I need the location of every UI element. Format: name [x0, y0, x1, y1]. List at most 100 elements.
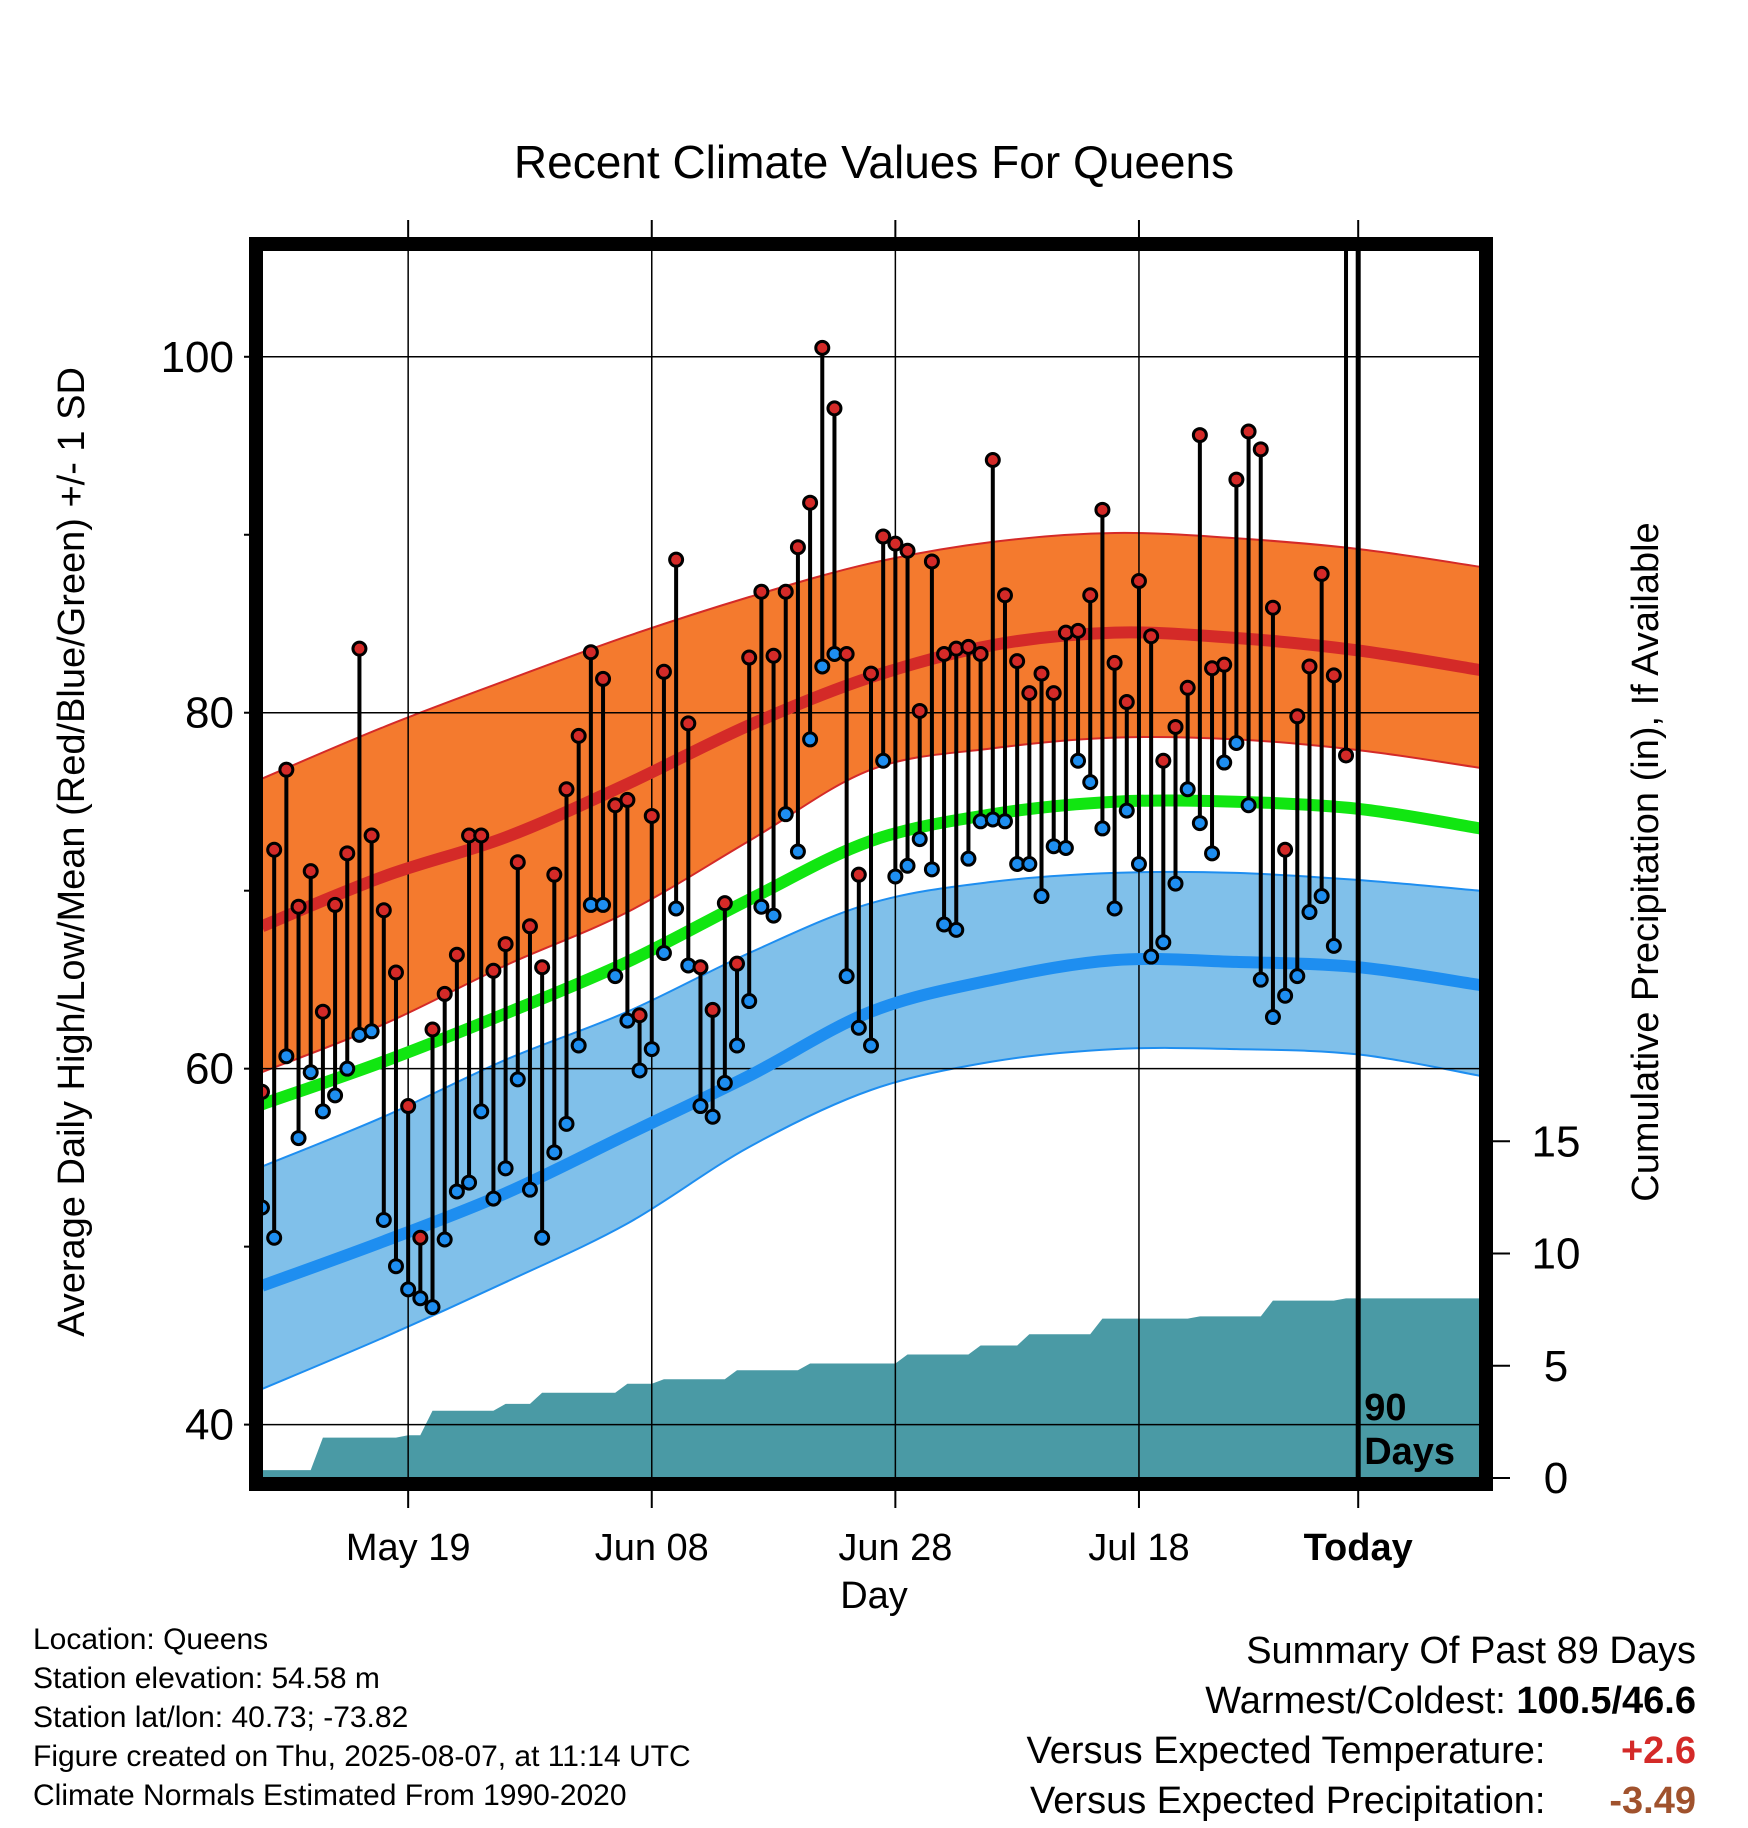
daily-high-point [1240, 423, 1257, 440]
daily-high-point [972, 645, 989, 662]
y2-tick-label: 15 [1532, 1117, 1581, 1166]
daily-high-point [1094, 501, 1111, 518]
daily-high-point [1021, 685, 1038, 702]
daily-low-point [278, 1048, 295, 1065]
y-tick-label: 80 [185, 689, 234, 738]
daily-low-point [863, 1037, 879, 1054]
daily-low-point [765, 907, 782, 924]
daily-high-point [741, 649, 758, 666]
daily-low-point [729, 1037, 746, 1054]
daily-high-point [814, 339, 831, 356]
daily-low-point [1130, 856, 1147, 872]
daily-high-point [887, 535, 904, 552]
daily-high-point [1118, 694, 1135, 711]
daily-low-point [363, 1023, 380, 1040]
latlon-text: Station lat/lon: 40.73; -73.82 [33, 1701, 409, 1734]
summary-heading: Summary Of Past 89 Days [1246, 1630, 1696, 1672]
plot-area [262, 250, 1480, 1478]
daily-low-point [960, 850, 977, 867]
daily-low-point [753, 898, 770, 915]
daily-low-point [1264, 1009, 1281, 1026]
daily-low-point [814, 658, 831, 675]
daily-high-point [509, 854, 526, 871]
y-axis-label: Average Daily High/Low/Mean (Red/Blue/Gr… [51, 367, 93, 1337]
daily-low-point [375, 1211, 392, 1228]
x-tick-label: May 19 [346, 1527, 471, 1569]
daily-high-point [302, 863, 319, 880]
daily-low-point [412, 1290, 429, 1307]
daily-low-point [996, 813, 1013, 830]
daily-low-point [1277, 987, 1294, 1004]
daily-low-point [1082, 774, 1099, 791]
daily-low-point [1179, 781, 1196, 798]
x-tick-label: Today [1304, 1527, 1413, 1569]
daily-high-point [1106, 654, 1123, 671]
daily-high-point [643, 807, 660, 824]
daily-low-point [777, 806, 794, 823]
daily-high-point [262, 1083, 270, 1100]
precip-anomaly-value: -3.49 [1609, 1780, 1696, 1822]
daily-high-point [473, 827, 490, 844]
daily-high-point [1252, 441, 1269, 458]
daily-high-point [290, 898, 307, 915]
daily-high-point [387, 964, 404, 981]
daily-low-point [838, 968, 855, 985]
daily-low-point [1094, 820, 1111, 837]
x-axis-label: Day [840, 1575, 908, 1617]
daily-high-point [1033, 665, 1050, 682]
y2-tick-label: 10 [1532, 1230, 1581, 1279]
daily-high-point [960, 638, 977, 655]
daily-low-point [497, 1160, 514, 1177]
warm-cold-label: Warmest/Coldest: [1205, 1680, 1506, 1722]
y2-tick-label: 5 [1544, 1342, 1568, 1391]
y-tick-label: 100 [161, 333, 234, 382]
precip-anomaly-label: Versus Expected Precipitation: [1030, 1780, 1546, 1822]
daily-low-point [461, 1174, 478, 1191]
daily-high-point [521, 918, 538, 935]
daily-high-point [789, 539, 806, 556]
elevation-text: Station elevation: 54.58 m [33, 1662, 380, 1695]
daily-low-point [1070, 752, 1087, 769]
daily-low-point [262, 1199, 270, 1216]
daily-high-point [314, 1003, 331, 1020]
chart-title: Recent Climate Values For Queens [514, 136, 1234, 188]
daily-low-point [558, 1115, 575, 1132]
y2-axis-label: Cumulative Precipitation (in), If Availa… [1625, 522, 1667, 1201]
daily-low-point [923, 861, 940, 878]
daily-high-point [1301, 658, 1318, 675]
daily-high-point [1167, 718, 1184, 735]
daily-high-point [765, 647, 782, 664]
daily-low-point [1155, 934, 1172, 951]
daily-low-point [1228, 734, 1245, 751]
daily-low-point [716, 1074, 733, 1091]
daily-low-point [631, 1062, 648, 1079]
daily-high-point [911, 702, 928, 719]
daily-high-point [802, 494, 819, 511]
daily-high-point [436, 985, 453, 1002]
warm-cold-row: Warmest/Coldest: 100.5/46.6 [796, 1676, 1696, 1726]
daily-low-point [485, 1190, 502, 1207]
daily-high-point [863, 665, 879, 682]
daily-low-point [290, 1130, 307, 1147]
normals-text: Climate Normals Estimated From 1990-2020 [33, 1779, 627, 1812]
daily-high-point [1143, 628, 1160, 645]
daily-high-point [984, 452, 1001, 469]
daily-high-point [351, 640, 368, 657]
daily-high-point [363, 827, 380, 844]
daily-low-point [1216, 754, 1233, 771]
daily-high-point [1338, 747, 1355, 764]
daily-low-point [509, 1071, 526, 1088]
daily-low-point [887, 868, 904, 885]
temp-anomaly-row: Versus Expected Temperature: +2.6 [796, 1726, 1696, 1776]
summary-panel: Summary Of Past 89 Days Warmest/Coldest:… [796, 1626, 1696, 1826]
location-text: Location: Queens [33, 1623, 269, 1656]
daily-low-point [1033, 888, 1050, 905]
daily-high-point [996, 587, 1013, 604]
x-tick-label: Jun 28 [838, 1527, 952, 1569]
daily-low-point [911, 831, 928, 848]
daily-low-point [1143, 948, 1160, 965]
daily-high-point [327, 896, 344, 913]
daily-high-point [704, 1001, 721, 1018]
daily-high-point [729, 955, 746, 972]
